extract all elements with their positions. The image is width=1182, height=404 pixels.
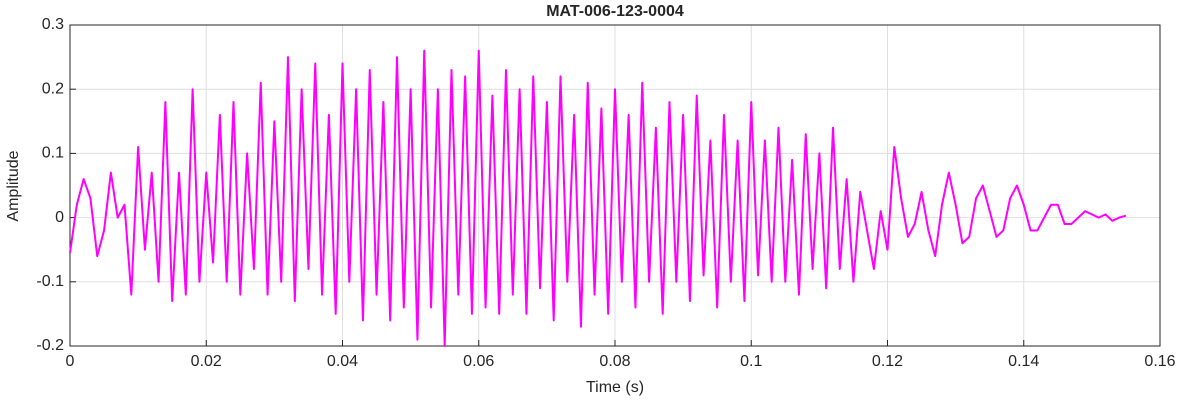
y-tick-label: 0.2 xyxy=(42,80,64,97)
x-tick-label: 0.06 xyxy=(463,353,494,370)
chart-title: MAT-006-123-0004 xyxy=(546,3,684,20)
x-tick-label: 0.08 xyxy=(599,353,630,370)
x-tick-label: 0.04 xyxy=(327,353,358,370)
x-tick-label: 0.1 xyxy=(740,353,762,370)
x-tick-label: 0.16 xyxy=(1144,353,1175,370)
x-tick-label: 0.12 xyxy=(872,353,903,370)
y-tick-label: -0.1 xyxy=(36,273,64,290)
series-line xyxy=(69,49,1127,347)
y-tick-label: 0.3 xyxy=(42,16,64,33)
y-axis-label: Amplitude xyxy=(5,150,22,221)
x-tick-label: 0 xyxy=(66,353,75,370)
y-tick-label: 0.1 xyxy=(42,145,64,162)
x-tick-label: 0.02 xyxy=(191,353,222,370)
plot-frame xyxy=(69,24,1161,347)
y-tick-label: 0 xyxy=(55,209,64,226)
x-tick-label: 0.14 xyxy=(1008,353,1039,370)
y-tick-label: -0.2 xyxy=(36,337,64,354)
x-axis-label: Time (s) xyxy=(586,379,644,396)
